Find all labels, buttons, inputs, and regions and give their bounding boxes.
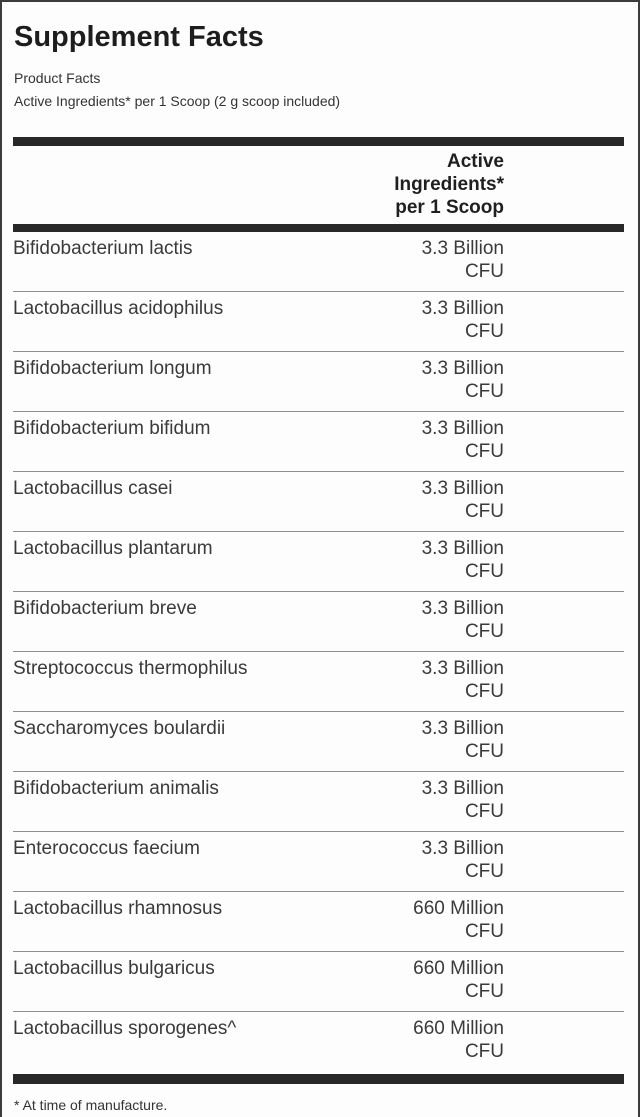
ingredient-amount-unit: CFU: [464, 381, 504, 402]
ingredient-amount-unit: CFU: [464, 261, 504, 282]
ingredient-amount-unit: CFU: [464, 441, 504, 462]
ingredient-amount-value: 3.3 Billion: [421, 658, 504, 679]
amount-column-header-line1: Active: [446, 151, 504, 172]
ingredient-name: Bifidobacterium animalis: [13, 778, 219, 799]
ingredient-amount-unit: CFU: [464, 981, 504, 1002]
ingredient-amount: 660 Million CFU: [384, 1017, 624, 1063]
ingredient-row: Bifidobacterium bifidum 3.3 Billion CFU: [13, 412, 624, 472]
amount-column-header: Active Ingredients* per 1 Scoop: [13, 146, 624, 224]
ingredient-name: Streptococcus thermophilus: [13, 658, 248, 679]
ingredient-amount-value: 3.3 Billion: [421, 778, 504, 799]
ingredient-row: Lactobacillus casei 3.3 Billion CFU: [13, 472, 624, 532]
ingredient-name: Bifidobacterium longum: [13, 358, 212, 379]
ingredient-amount-value: 660 Million: [413, 898, 504, 919]
ingredient-amount-unit: CFU: [464, 741, 504, 762]
ingredient-row: Lactobacillus rhamnosus 660 Million CFU: [13, 892, 624, 952]
ingredient-amount-unit: CFU: [464, 681, 504, 702]
ingredient-amount-value: 3.3 Billion: [421, 538, 504, 559]
ingredient-row: Streptococcus thermophilus 3.3 Billion C…: [13, 652, 624, 712]
ingredient-amount: 3.3 Billion CFU: [384, 837, 624, 883]
ingredient-name: Bifidobacterium bifidum: [13, 418, 211, 439]
ingredient-amount-value: 3.3 Billion: [421, 358, 504, 379]
ingredient-row: Saccharomyces boulardii 3.3 Billion CFU: [13, 712, 624, 772]
ingredient-row: Bifidobacterium longum 3.3 Billion CFU: [13, 352, 624, 412]
ingredient-row: Lactobacillus sporogenes^ 660 Million CF…: [13, 1012, 624, 1072]
ingredient-amount-unit: CFU: [464, 501, 504, 522]
ingredient-amount: 3.3 Billion CFU: [384, 357, 624, 403]
ingredient-row: Bifidobacterium breve 3.3 Billion CFU: [13, 592, 624, 652]
ingredient-name: Lactobacillus casei: [13, 478, 173, 499]
ingredient-amount: 3.3 Billion CFU: [384, 597, 624, 643]
ingredient-name: Lactobacillus plantarum: [13, 538, 213, 559]
product-facts-subtitle: Product Facts: [14, 70, 101, 86]
ingredient-amount-value: 660 Million: [413, 1018, 504, 1039]
ingredient-amount-value: 3.3 Billion: [421, 598, 504, 619]
ingredient-name: Saccharomyces boulardii: [13, 718, 226, 739]
serving-info-subtitle: Active Ingredients* per 1 Scoop (2 g sco…: [14, 93, 341, 109]
ingredient-amount: 3.3 Billion CFU: [384, 237, 624, 283]
thick-divider-top: [13, 137, 624, 146]
ingredient-amount: 3.3 Billion CFU: [384, 477, 624, 523]
ingredient-row: Lactobacillus plantarum 3.3 Billion CFU: [13, 532, 624, 592]
ingredient-amount-unit: CFU: [464, 921, 504, 942]
footnote: * At time of manufacture.: [14, 1097, 168, 1113]
ingredient-amount: 3.3 Billion CFU: [384, 297, 624, 343]
ingredient-name: Lactobacillus acidophilus: [13, 298, 224, 319]
ingredient-name: Bifidobacterium breve: [13, 598, 197, 619]
ingredient-name: Lactobacillus rhamnosus: [13, 898, 223, 919]
ingredient-row: Lactobacillus acidophilus 3.3 Billion CF…: [13, 292, 624, 352]
ingredient-amount-value: 3.3 Billion: [421, 418, 504, 439]
ingredient-name: Enterococcus faecium: [13, 838, 200, 859]
ingredient-row: Bifidobacterium lactis 3.3 Billion CFU: [13, 232, 624, 292]
ingredient-amount: 3.3 Billion CFU: [384, 537, 624, 583]
ingredient-amount: 3.3 Billion CFU: [384, 417, 624, 463]
ingredient-row: Lactobacillus bulgaricus 660 Million CFU: [13, 952, 624, 1012]
ingredient-amount-value: 3.3 Billion: [421, 298, 504, 319]
ingredient-amount: 3.3 Billion CFU: [384, 657, 624, 703]
ingredient-amount: 660 Million CFU: [384, 957, 624, 1003]
thick-divider-bottom: [13, 1074, 624, 1084]
ingredient-amount-unit: CFU: [464, 1041, 504, 1062]
amount-column-header-line3: per 1 Scoop: [395, 197, 504, 218]
ingredient-amount-value: 660 Million: [413, 958, 504, 979]
ingredient-amount-value: 3.3 Billion: [421, 478, 504, 499]
ingredient-row: Enterococcus faecium 3.3 Billion CFU: [13, 832, 624, 892]
ingredient-amount-unit: CFU: [464, 561, 504, 582]
ingredient-amount-value: 3.3 Billion: [421, 838, 504, 859]
amount-column-header-line2: Ingredients*: [394, 174, 504, 195]
ingredient-amount-unit: CFU: [464, 321, 504, 342]
label-title: Supplement Facts: [14, 21, 264, 53]
ingredient-name: Lactobacillus sporogenes^: [13, 1018, 237, 1039]
ingredient-amount: 660 Million CFU: [384, 897, 624, 943]
ingredient-name: Bifidobacterium lactis: [13, 238, 193, 259]
thick-divider-under-header: [13, 224, 624, 232]
ingredient-name: Lactobacillus bulgaricus: [13, 958, 215, 979]
ingredient-amount-unit: CFU: [464, 621, 504, 642]
ingredient-amount: 3.3 Billion CFU: [384, 717, 624, 763]
ingredient-amount-value: 3.3 Billion: [421, 718, 504, 739]
ingredient-amount: 3.3 Billion CFU: [384, 777, 624, 823]
ingredient-amount-unit: CFU: [464, 801, 504, 822]
ingredient-row: Bifidobacterium animalis 3.3 Billion CFU: [13, 772, 624, 832]
ingredient-table: Bifidobacterium lactis 3.3 Billion CFU L…: [13, 232, 624, 1072]
ingredient-amount-value: 3.3 Billion: [421, 238, 504, 259]
ingredient-amount-unit: CFU: [464, 861, 504, 882]
